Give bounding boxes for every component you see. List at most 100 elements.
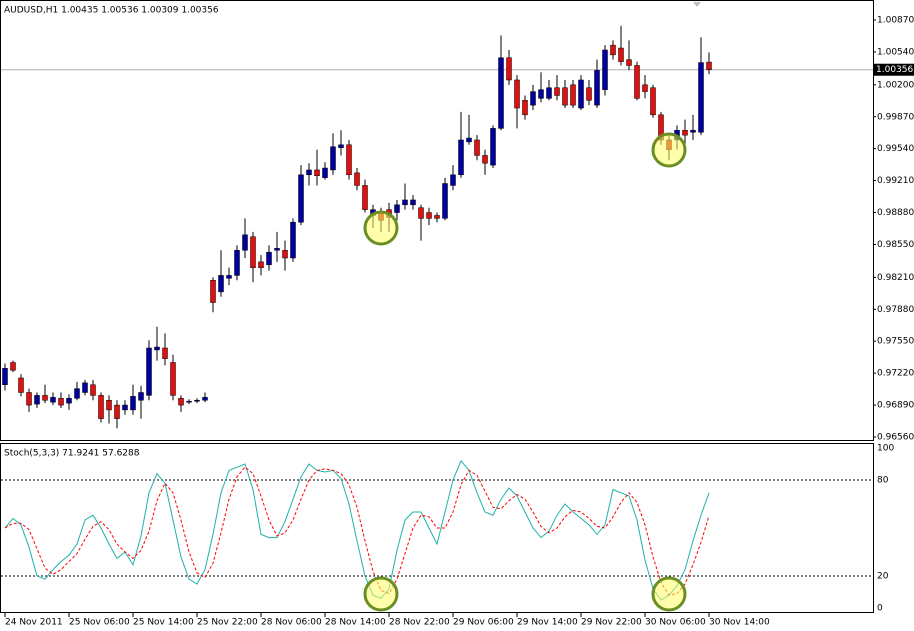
candle-body bbox=[698, 62, 704, 133]
candle-body bbox=[482, 155, 488, 164]
candle-body bbox=[210, 280, 216, 303]
candle-body bbox=[354, 172, 360, 186]
x-tick-label: 25 Nov 22:00 bbox=[197, 618, 258, 628]
candle-body bbox=[586, 87, 592, 101]
candle-body bbox=[346, 144, 352, 176]
candle-body bbox=[442, 183, 448, 219]
candle-body bbox=[170, 362, 176, 396]
candle-body bbox=[530, 91, 536, 106]
candle-body bbox=[162, 347, 168, 359]
candle-body bbox=[322, 167, 328, 178]
y-tick-label: 0.97880 bbox=[877, 305, 914, 315]
candle-body bbox=[106, 399, 112, 411]
candle-body bbox=[26, 392, 32, 406]
candle-body bbox=[18, 377, 24, 393]
y-tick-label: 1.00870 bbox=[877, 16, 914, 26]
x-tick-label: 29 Nov 06:00 bbox=[453, 618, 514, 628]
candle-body bbox=[394, 204, 400, 213]
candle-body bbox=[450, 174, 456, 186]
candle-body bbox=[602, 49, 608, 90]
candle-body bbox=[250, 236, 256, 268]
y-tick-label: 0.99540 bbox=[877, 144, 914, 154]
candle-body bbox=[82, 382, 88, 393]
y-tick-label: 0.96560 bbox=[877, 433, 914, 443]
candle-body bbox=[426, 212, 432, 219]
candle-body bbox=[186, 400, 192, 403]
candle-body bbox=[178, 398, 184, 406]
candle-body bbox=[50, 397, 56, 403]
candle-body bbox=[650, 87, 656, 116]
candle-body bbox=[146, 347, 152, 396]
candle-body bbox=[610, 44, 616, 56]
highlight-circle bbox=[363, 576, 399, 612]
candle-body bbox=[458, 139, 464, 176]
candle-body bbox=[58, 398, 64, 406]
y-tick-label: 0.97550 bbox=[877, 337, 914, 347]
candle-body bbox=[90, 384, 96, 396]
y-tick-label: 20 bbox=[877, 572, 889, 582]
y-tick-label: 0.96890 bbox=[877, 401, 914, 411]
indicator-line bbox=[4, 466, 710, 596]
indicator-title: Stoch(5,3,3) 71.9241 57.6288 bbox=[4, 449, 140, 459]
candle-body bbox=[402, 199, 408, 206]
shift-marker bbox=[693, 2, 701, 7]
candle-body bbox=[506, 57, 512, 81]
candle-body bbox=[314, 169, 320, 177]
candle-body bbox=[298, 174, 304, 223]
y-tick-label: 1.00540 bbox=[877, 47, 914, 57]
x-tick-label: 25 Nov 14:00 bbox=[133, 618, 194, 628]
candle-body bbox=[290, 221, 296, 259]
y-tick-label: 0 bbox=[877, 604, 883, 614]
candle-body bbox=[490, 128, 496, 166]
candle-body bbox=[42, 395, 48, 401]
current-price-box bbox=[874, 63, 914, 76]
candle-body bbox=[522, 100, 528, 116]
candle-body bbox=[578, 79, 584, 109]
candle-body bbox=[706, 61, 712, 70]
candle-body bbox=[474, 139, 480, 156]
candle-body bbox=[98, 395, 104, 419]
y-tick-label: 0.98880 bbox=[877, 208, 914, 218]
candle-body bbox=[130, 396, 136, 411]
x-tick-label: 28 Nov 22:00 bbox=[389, 618, 450, 628]
candle-body bbox=[554, 87, 560, 96]
candle-body bbox=[306, 169, 312, 176]
candle-body bbox=[10, 362, 16, 371]
candle-body bbox=[282, 250, 288, 259]
candle-body bbox=[66, 398, 72, 404]
y-tick-label: 0.98210 bbox=[877, 273, 914, 283]
candle-body bbox=[154, 346, 160, 351]
candle-body bbox=[362, 185, 368, 210]
y-tick-label: 0.98550 bbox=[877, 240, 914, 250]
candle-body bbox=[570, 84, 576, 106]
y-tick-label: 0.99870 bbox=[877, 112, 914, 122]
candle-body bbox=[538, 89, 544, 99]
candle-body bbox=[466, 137, 472, 143]
x-tick-label: 30 Nov 14:00 bbox=[709, 618, 770, 628]
candle-body bbox=[626, 59, 632, 66]
x-tick-label: 28 Nov 14:00 bbox=[325, 618, 386, 628]
candle-body bbox=[562, 87, 568, 106]
price-panel bbox=[0, 0, 874, 441]
candle-body bbox=[434, 215, 440, 219]
x-tick-label: 29 Nov 14:00 bbox=[517, 618, 578, 628]
candle-body bbox=[218, 275, 224, 293]
candle-body bbox=[498, 57, 504, 129]
candle-body bbox=[122, 404, 128, 411]
y-tick-label: 0.99210 bbox=[877, 176, 914, 186]
candle-body bbox=[234, 250, 240, 276]
candle-body bbox=[418, 207, 424, 219]
x-tick-label: 29 Nov 22:00 bbox=[581, 618, 642, 628]
candle-body bbox=[2, 368, 8, 386]
y-tick-label: 1.00200 bbox=[877, 80, 914, 90]
candle-body bbox=[274, 248, 280, 251]
y-tick-label: 100 bbox=[877, 444, 894, 454]
candle-body bbox=[594, 70, 600, 106]
highlight-circle bbox=[651, 576, 687, 612]
indicator-line bbox=[4, 459, 710, 601]
candle-body bbox=[74, 388, 80, 399]
candle-body bbox=[138, 392, 144, 401]
x-tick-label: 30 Nov 06:00 bbox=[645, 618, 706, 628]
